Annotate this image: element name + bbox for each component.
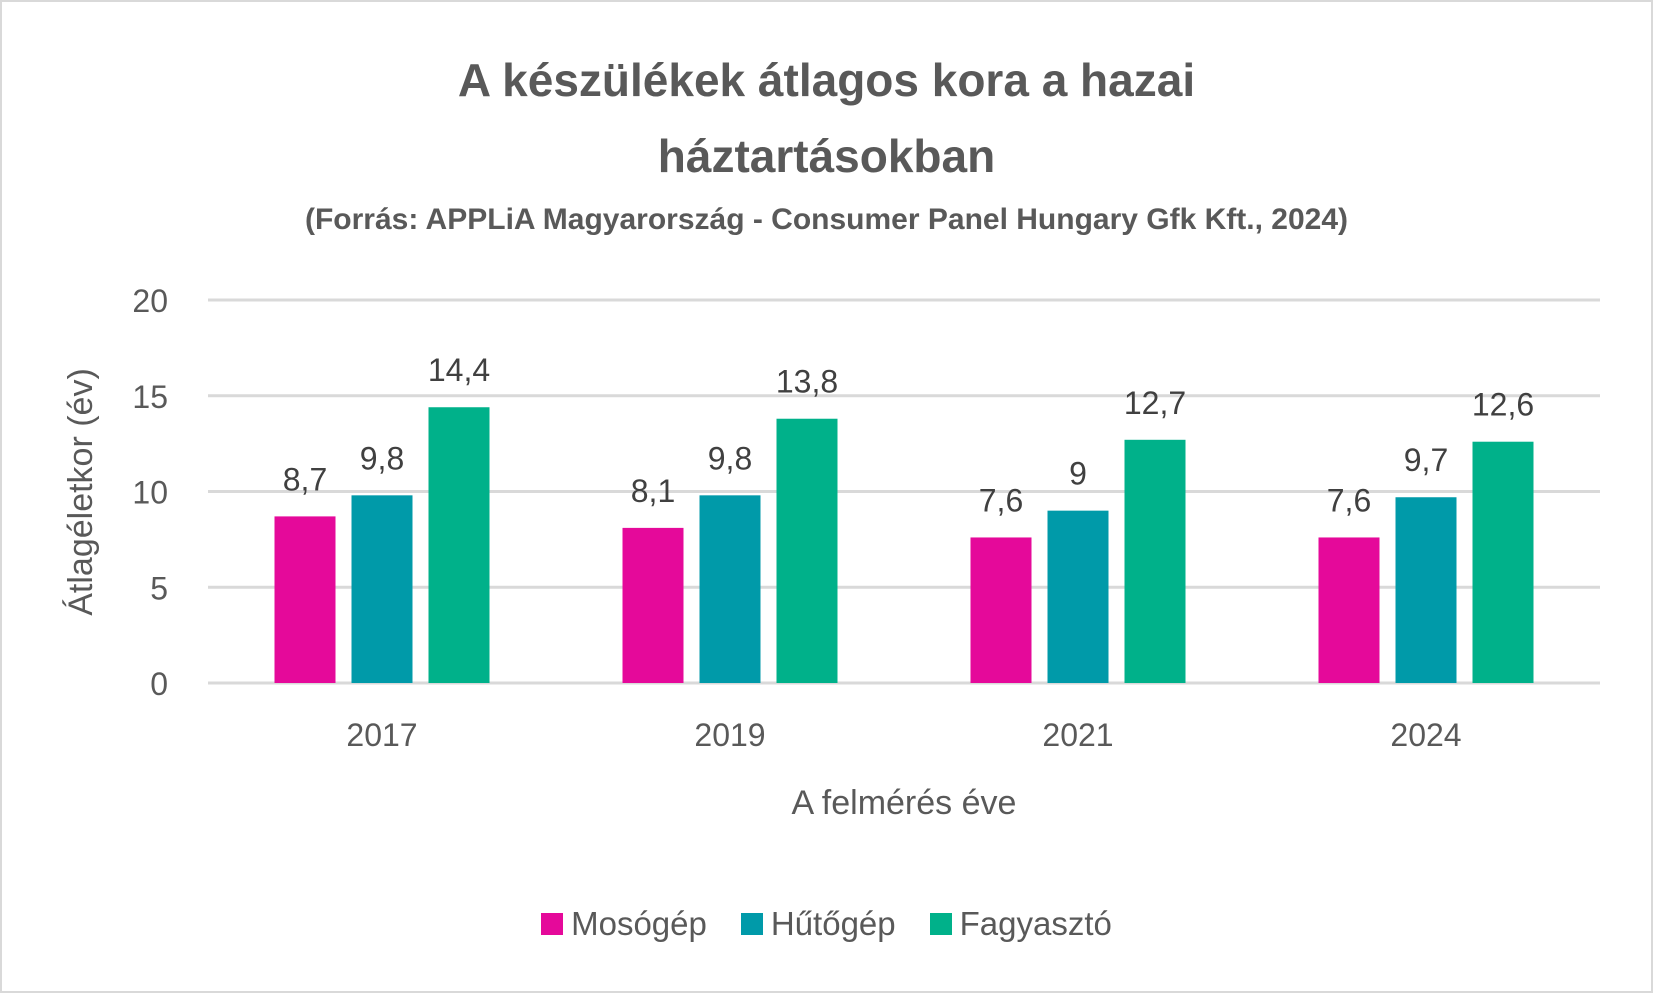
- legend-label: Fagyasztó: [959, 905, 1112, 942]
- legend-item: Hűtőgép: [740, 905, 896, 943]
- bars: [274, 407, 1534, 683]
- x-axis-label: A felmérés éve: [792, 784, 1017, 822]
- data-labels: 8,7 9,8 14,4 8,1 9,8 13,8 7,6 9 12,7 7,6 9,7 12,6: [283, 352, 1534, 518]
- bar-Fagyasztó-2019: [776, 418, 838, 683]
- y-tick-label: 15: [132, 379, 168, 415]
- gridlines: [208, 298, 1600, 685]
- legend-item: Fagyasztó: [929, 905, 1112, 943]
- legend-label: Hűtőgép: [770, 905, 896, 942]
- data-label: 7,6: [979, 482, 1023, 518]
- y-tick-labels: 0 5 10 15 20: [132, 283, 168, 702]
- data-label: 9,8: [360, 440, 404, 476]
- legend-item: Mosógép: [541, 905, 707, 943]
- chart-title-line-2: háztartásokban: [657, 130, 996, 182]
- data-label: 7,6: [1327, 482, 1371, 518]
- x-tick-label: 2021: [1042, 717, 1113, 753]
- bar-Mosógép-2021: [970, 537, 1032, 683]
- y-tick-label: 5: [150, 570, 168, 606]
- data-label: 13,8: [776, 364, 838, 400]
- data-label: 12,7: [1124, 385, 1186, 421]
- legend-label: Mosógép: [571, 905, 707, 942]
- bar-Hűtőgép-2017: [351, 495, 413, 683]
- chart-title-line-1: A készülékek átlagos kora a hazai: [457, 54, 1196, 106]
- bar-Fagyasztó-2021: [1124, 439, 1186, 683]
- data-label: 8,1: [631, 473, 675, 509]
- data-label: 12,6: [1472, 387, 1534, 423]
- data-label: 9,7: [1404, 442, 1448, 478]
- y-tick-label: 20: [132, 283, 168, 319]
- x-tick-label: 2019: [694, 717, 765, 753]
- bar-Hűtőgép-2024: [1395, 497, 1457, 683]
- y-tick-label: 10: [132, 475, 168, 511]
- data-label: 8,7: [283, 461, 327, 497]
- y-tick-label: 0: [150, 666, 168, 702]
- bar-Fagyasztó-2017: [428, 407, 490, 683]
- legend-swatch-icon: [929, 913, 952, 935]
- bar-Hűtőgép-2021: [1047, 510, 1109, 683]
- x-tick-label: 2017: [346, 717, 417, 753]
- data-label: 14,4: [428, 352, 490, 388]
- x-tick-label: 2024: [1390, 717, 1461, 753]
- bar-Fagyasztó-2024: [1472, 441, 1534, 683]
- bar-Hűtőgép-2019: [699, 495, 761, 683]
- bar-Mosógép-2017: [274, 516, 336, 683]
- legend-swatch-icon: [541, 913, 564, 935]
- bar-Mosógép-2019: [622, 527, 684, 683]
- data-label: 9: [1069, 456, 1087, 492]
- y-axis-label: Átlagéletkor (év): [62, 368, 100, 616]
- bar-Mosógép-2024: [1318, 537, 1380, 683]
- chart-subtitle: (Forrás: APPLiA Magyarország - Consumer …: [304, 203, 1348, 236]
- data-label: 9,8: [708, 440, 752, 476]
- legend: Mosógép Hűtőgép Fagyasztó: [0, 905, 1653, 943]
- x-tick-labels: 2017 2019 2021 2024: [346, 717, 1461, 753]
- legend-swatch-icon: [740, 913, 763, 935]
